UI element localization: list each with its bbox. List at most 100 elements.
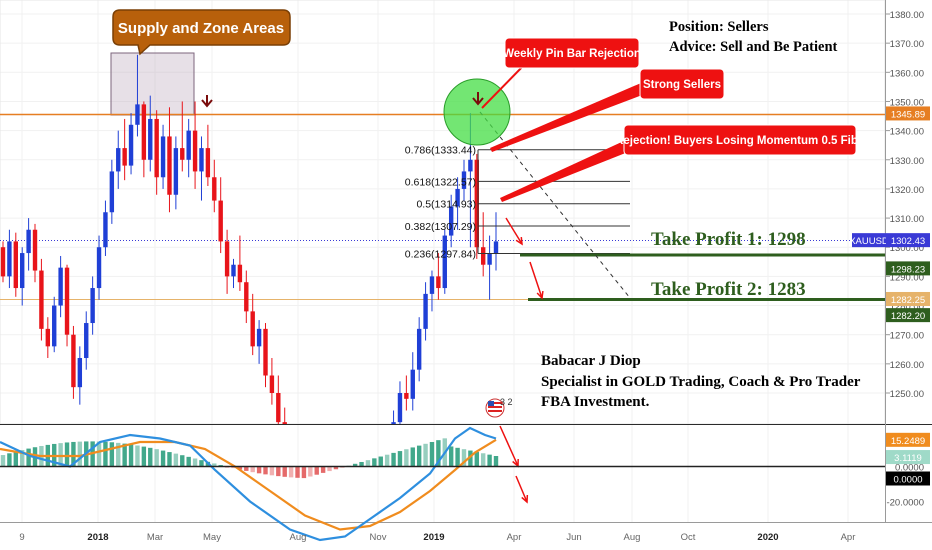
- macd-histogram-bar: [480, 453, 486, 467]
- candle-body: [173, 148, 179, 195]
- arrow-down-1: [505, 217, 523, 245]
- strong-sellers-label: Strong Sellers: [643, 79, 721, 91]
- candle-body: [122, 148, 127, 166]
- macd-histogram-bar: [71, 441, 76, 467]
- candle-body: [256, 328, 262, 347]
- time-tick-label: 2018: [87, 532, 108, 543]
- macd-signal-line: [0, 438, 497, 531]
- time-tick-label: May: [203, 532, 221, 543]
- price-tag-support-bg: [886, 291, 930, 306]
- macd-histogram-bar: [122, 443, 127, 467]
- macd-histogram-bar: [212, 463, 217, 467]
- candle-body: [416, 328, 422, 370]
- strong-sellers-callout: Strong Sellers: [639, 68, 725, 100]
- macd-histogram-bar: [365, 460, 371, 467]
- fib-level-label: 0.5(1314.93): [416, 199, 476, 211]
- macd-histogram-bar: [20, 450, 25, 467]
- candle-body: [141, 104, 147, 160]
- candle-body: [128, 124, 134, 166]
- candle-body: [269, 375, 275, 393]
- macd-histogram-bar: [116, 442, 121, 467]
- macd-histogram-bar: [320, 466, 326, 473]
- macd-histogram-bar: [397, 451, 403, 467]
- macd-histogram-bar: [103, 441, 108, 467]
- candlestick-series: [0, 54, 499, 424]
- macd-histogram-bar: [244, 466, 249, 471]
- macd-histogram-bar: [436, 440, 441, 467]
- candle-body: [71, 334, 76, 388]
- candle-body: [244, 282, 249, 312]
- macd-histogram-bar: [26, 448, 31, 467]
- symbol-tag-bg: [852, 233, 886, 248]
- time-scale[interactable]: 9 2018 Mar May Aug Nov 2019 Apr Jun Aug Oct 2020 Apr: [19, 532, 855, 543]
- candle-body: [237, 264, 243, 283]
- macd-line: [0, 426, 497, 542]
- macd-histogram-bar: [160, 450, 166, 467]
- macd-histogram-bar: [493, 456, 499, 467]
- macd-histogram-bar: [186, 456, 191, 467]
- price-tag-support: 1282.25: [891, 295, 925, 306]
- price-tick-label: 1300.00: [890, 243, 924, 254]
- callout-line-weekly-pin-bar: [481, 61, 528, 109]
- rejection-label: Rejection! Buyers Losing Momentum 0.5 Fi…: [615, 135, 865, 147]
- macd-histogram-bar: [7, 453, 12, 467]
- symbol-tag: XAUUSD: [849, 236, 889, 247]
- candle-body: [410, 369, 415, 399]
- macd-histogram-bar: [167, 452, 172, 467]
- price-scale[interactable]: 1380.00 1370.00 1360.00 1350.00 1340.00 1330.…: [885, 10, 924, 509]
- arrow-down-macd-1: [499, 425, 519, 467]
- price-tick-label: 1260.00: [890, 360, 924, 371]
- candle-body: [448, 206, 454, 236]
- time-tick-label: Aug: [624, 532, 641, 543]
- us-flag-event-icon[interactable]: [485, 398, 505, 418]
- time-tick-label: 9: [19, 532, 24, 543]
- macd-histogram-bar: [461, 449, 467, 467]
- candle-body: [103, 212, 108, 248]
- time-tick-label: Jun: [566, 532, 581, 543]
- macd-histogram-bar: [295, 466, 300, 478]
- indicator-tag-histogram-bg: [886, 450, 930, 465]
- macd-histogram-bar: [378, 456, 383, 467]
- fibonacci-retracement: 0.786(1333.44) 0.618(1322.57) 0.5(1314.93)…: [405, 145, 630, 261]
- price-tag-tp2-bg: [886, 308, 930, 323]
- price-scale-labels: 1345.89 XAUUSD 1302.43 1298.23 1282.25 1282.2…: [849, 106, 930, 486]
- macd-histogram-bar: [359, 461, 364, 467]
- macd-histogram-bar: [333, 466, 339, 470]
- price-tag-current: 1302.43: [891, 236, 925, 247]
- take-profit-2-text: Take Profit 2: 1283: [651, 279, 806, 300]
- macd-histogram-bar: [301, 466, 307, 479]
- indicator-tag-zero-bg: [886, 471, 930, 486]
- candle-body: [429, 276, 435, 294]
- candle-body: [96, 247, 102, 289]
- candle-body: [480, 247, 486, 265]
- macd-histogram-bar: [192, 458, 198, 467]
- dark-arrow-head: [472, 97, 484, 106]
- price-tick-label: 1310.00: [890, 214, 924, 225]
- candle-body: [64, 267, 70, 335]
- candle-body: [116, 148, 121, 172]
- indicator-tag-histogram: 3.1119: [894, 453, 922, 464]
- price-tick-label: 1340.00: [890, 127, 924, 138]
- candle-body: [391, 422, 396, 424]
- price-tag-resistance-bg: [886, 106, 930, 121]
- macd-histogram-bar: [141, 446, 147, 467]
- candle-body: [205, 148, 211, 178]
- supply-zone-label: Supply and Zone Areas: [118, 20, 284, 37]
- time-tick-label: 2019: [423, 532, 444, 543]
- take-profit-1-text: Take Profit 1: 1298: [651, 229, 806, 250]
- price-tick-label: 1320.00: [890, 185, 924, 196]
- macd-histogram-bar: [468, 450, 473, 467]
- candle-body: [154, 118, 159, 178]
- supply-zone-box: [110, 52, 195, 116]
- macd-histogram-bar: [276, 466, 281, 477]
- price-tick-label: 1360.00: [890, 68, 924, 79]
- price-tick-label: 1330.00: [890, 156, 924, 167]
- callout-wedge-strong-sellers: [490, 80, 650, 152]
- macd-histogram-bar: [180, 455, 185, 467]
- macd-histogram-bar: [416, 445, 422, 467]
- macd-indicator-pane: [0, 426, 499, 542]
- candle-body: [192, 130, 198, 172]
- candle-body: [135, 104, 140, 125]
- price-tag-resistance: 1345.89: [891, 109, 925, 120]
